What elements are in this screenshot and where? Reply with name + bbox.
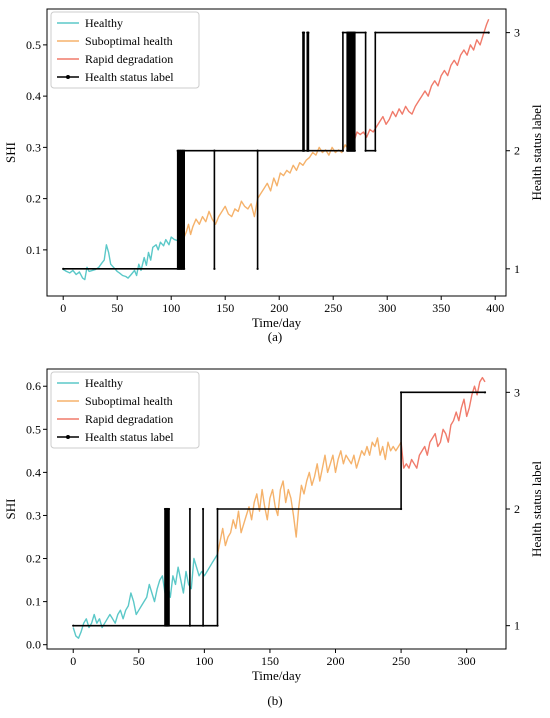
status-label-marker xyxy=(213,267,216,270)
legend: Healthy Suboptimal health Rapid degradatio… xyxy=(50,11,200,89)
legend-label-healthy: Healthy xyxy=(85,376,123,390)
series-line-rapid-degradation xyxy=(346,18,490,148)
series-line-healthy xyxy=(72,553,219,639)
y-tick-label: 0.1 xyxy=(26,595,41,609)
x-tick-label: 200 xyxy=(270,301,288,315)
status-label-marker xyxy=(302,149,306,152)
x-axis-title: Time/day xyxy=(252,668,302,683)
status-label-marker xyxy=(487,31,490,34)
status-label-marker xyxy=(167,624,171,627)
status-label-marker xyxy=(302,31,306,34)
y2-tick-label: 2 xyxy=(514,144,520,158)
status-label-marker xyxy=(216,507,219,511)
series-line-rapid-degradation xyxy=(400,376,486,469)
series-line-suboptimal-health xyxy=(216,437,402,555)
status-label-marker xyxy=(183,267,186,270)
legend-label-rapid-degradation: Rapid degradation xyxy=(85,52,173,66)
y2-tick-label: 1 xyxy=(514,262,520,276)
status-label-marker xyxy=(216,624,219,627)
y2-axis-title: Health status label xyxy=(529,461,544,557)
status-label-marker xyxy=(213,149,216,152)
y-axis-title: SHI xyxy=(3,142,18,163)
legend-frame xyxy=(50,371,200,449)
legend-frame xyxy=(50,11,200,89)
legend: Healthy Suboptimal health Rapid degradatio… xyxy=(50,371,200,449)
status-label-marker xyxy=(399,507,403,511)
series-line-suboptimal-health xyxy=(177,144,348,241)
y2-tick-label: 2 xyxy=(514,502,520,516)
status-label-marker xyxy=(201,624,205,627)
x-tick-label: 300 xyxy=(378,301,396,315)
chart-panel-1: 0 50 100 150 200 250 300 350 400 0.1 0.2 0.3 0.4 0.5 1… xyxy=(3,8,544,344)
status-label-marker xyxy=(188,507,192,511)
y-tick-label: 0.1 xyxy=(26,243,41,257)
x-tick-label: 50 xyxy=(111,301,123,315)
y-tick-label: 0.3 xyxy=(26,508,41,522)
status-label-marker xyxy=(374,31,377,34)
x-tick-label: 100 xyxy=(195,654,213,668)
x-axis-title: Time/day xyxy=(252,315,302,330)
x-tick-label: 0 xyxy=(70,654,76,668)
status-label-marker xyxy=(183,149,186,152)
x-tick-label: 250 xyxy=(392,654,410,668)
status-label-marker xyxy=(307,149,310,152)
y-tick-label: 0.5 xyxy=(26,38,41,52)
status-label-marker xyxy=(374,149,377,152)
x-tick-label: 300 xyxy=(458,654,476,668)
status-label-marker xyxy=(341,149,345,152)
x-tick-label: 50 xyxy=(133,654,145,668)
x-tick-label: 250 xyxy=(324,301,342,315)
status-label-marker xyxy=(341,31,345,34)
legend-marker xyxy=(66,435,70,439)
status-label-marker xyxy=(483,391,487,394)
legend-label-suboptimal-health: Suboptimal health xyxy=(85,34,173,48)
status-label-marker xyxy=(72,624,75,627)
y-tick-label: 0.4 xyxy=(26,465,41,479)
panel-caption: (a) xyxy=(268,329,282,344)
status-label-marker xyxy=(353,149,356,152)
series-line-healthy xyxy=(62,236,178,281)
status-label-marker xyxy=(256,267,259,270)
status-label-marker xyxy=(307,31,310,34)
x-tick-label: 0 xyxy=(60,301,66,315)
y2-tick-label: 3 xyxy=(514,385,520,399)
status-label-marker xyxy=(256,149,259,152)
x-tick-label: 200 xyxy=(327,654,345,668)
chart-panel-2: 0 50 100 150 200 250 300 0.0 0.1 0.2 0.3 0.4 0.5 0.6 1… xyxy=(3,368,544,708)
legend-label-healthy: Healthy xyxy=(85,16,123,30)
x-tick-label: 350 xyxy=(432,301,450,315)
y-tick-label: 0.3 xyxy=(26,140,41,154)
status-label-marker xyxy=(364,31,367,34)
status-label-marker xyxy=(364,149,367,152)
y-tick-label: 0.4 xyxy=(26,89,41,103)
x-tick-label: 400 xyxy=(486,301,504,315)
status-label-marker xyxy=(201,507,205,511)
legend-label-health-status-label: Health status label xyxy=(85,430,174,444)
plot-frame xyxy=(46,8,507,297)
status-label-marker xyxy=(188,624,192,627)
y-tick-label: 0.0 xyxy=(26,638,41,652)
y2-tick-label: 1 xyxy=(514,619,520,633)
status-label-marker xyxy=(62,267,65,270)
status-label-marker xyxy=(353,31,356,34)
legend-label-health-status-label: Health status label xyxy=(85,70,174,84)
y2-tick-label: 3 xyxy=(514,26,520,40)
panel-caption: (b) xyxy=(267,693,282,708)
status-label-marker xyxy=(399,391,403,394)
series-line-health-status-label xyxy=(73,391,485,627)
y-tick-label: 0.2 xyxy=(26,552,41,566)
y-tick-label: 0.5 xyxy=(26,422,41,436)
y-tick-label: 0.6 xyxy=(26,379,41,393)
x-tick-label: 150 xyxy=(216,301,234,315)
legend-marker xyxy=(66,75,70,79)
legend-label-suboptimal-health: Suboptimal health xyxy=(85,394,173,408)
x-tick-label: 100 xyxy=(162,301,180,315)
legend-label-rapid-degradation: Rapid degradation xyxy=(85,412,173,426)
y2-axis-title: Health status label xyxy=(529,104,544,200)
x-tick-label: 150 xyxy=(261,654,279,668)
y-axis-title: SHI xyxy=(3,499,18,520)
y-tick-label: 0.2 xyxy=(26,192,41,206)
status-label-marker xyxy=(167,507,171,511)
